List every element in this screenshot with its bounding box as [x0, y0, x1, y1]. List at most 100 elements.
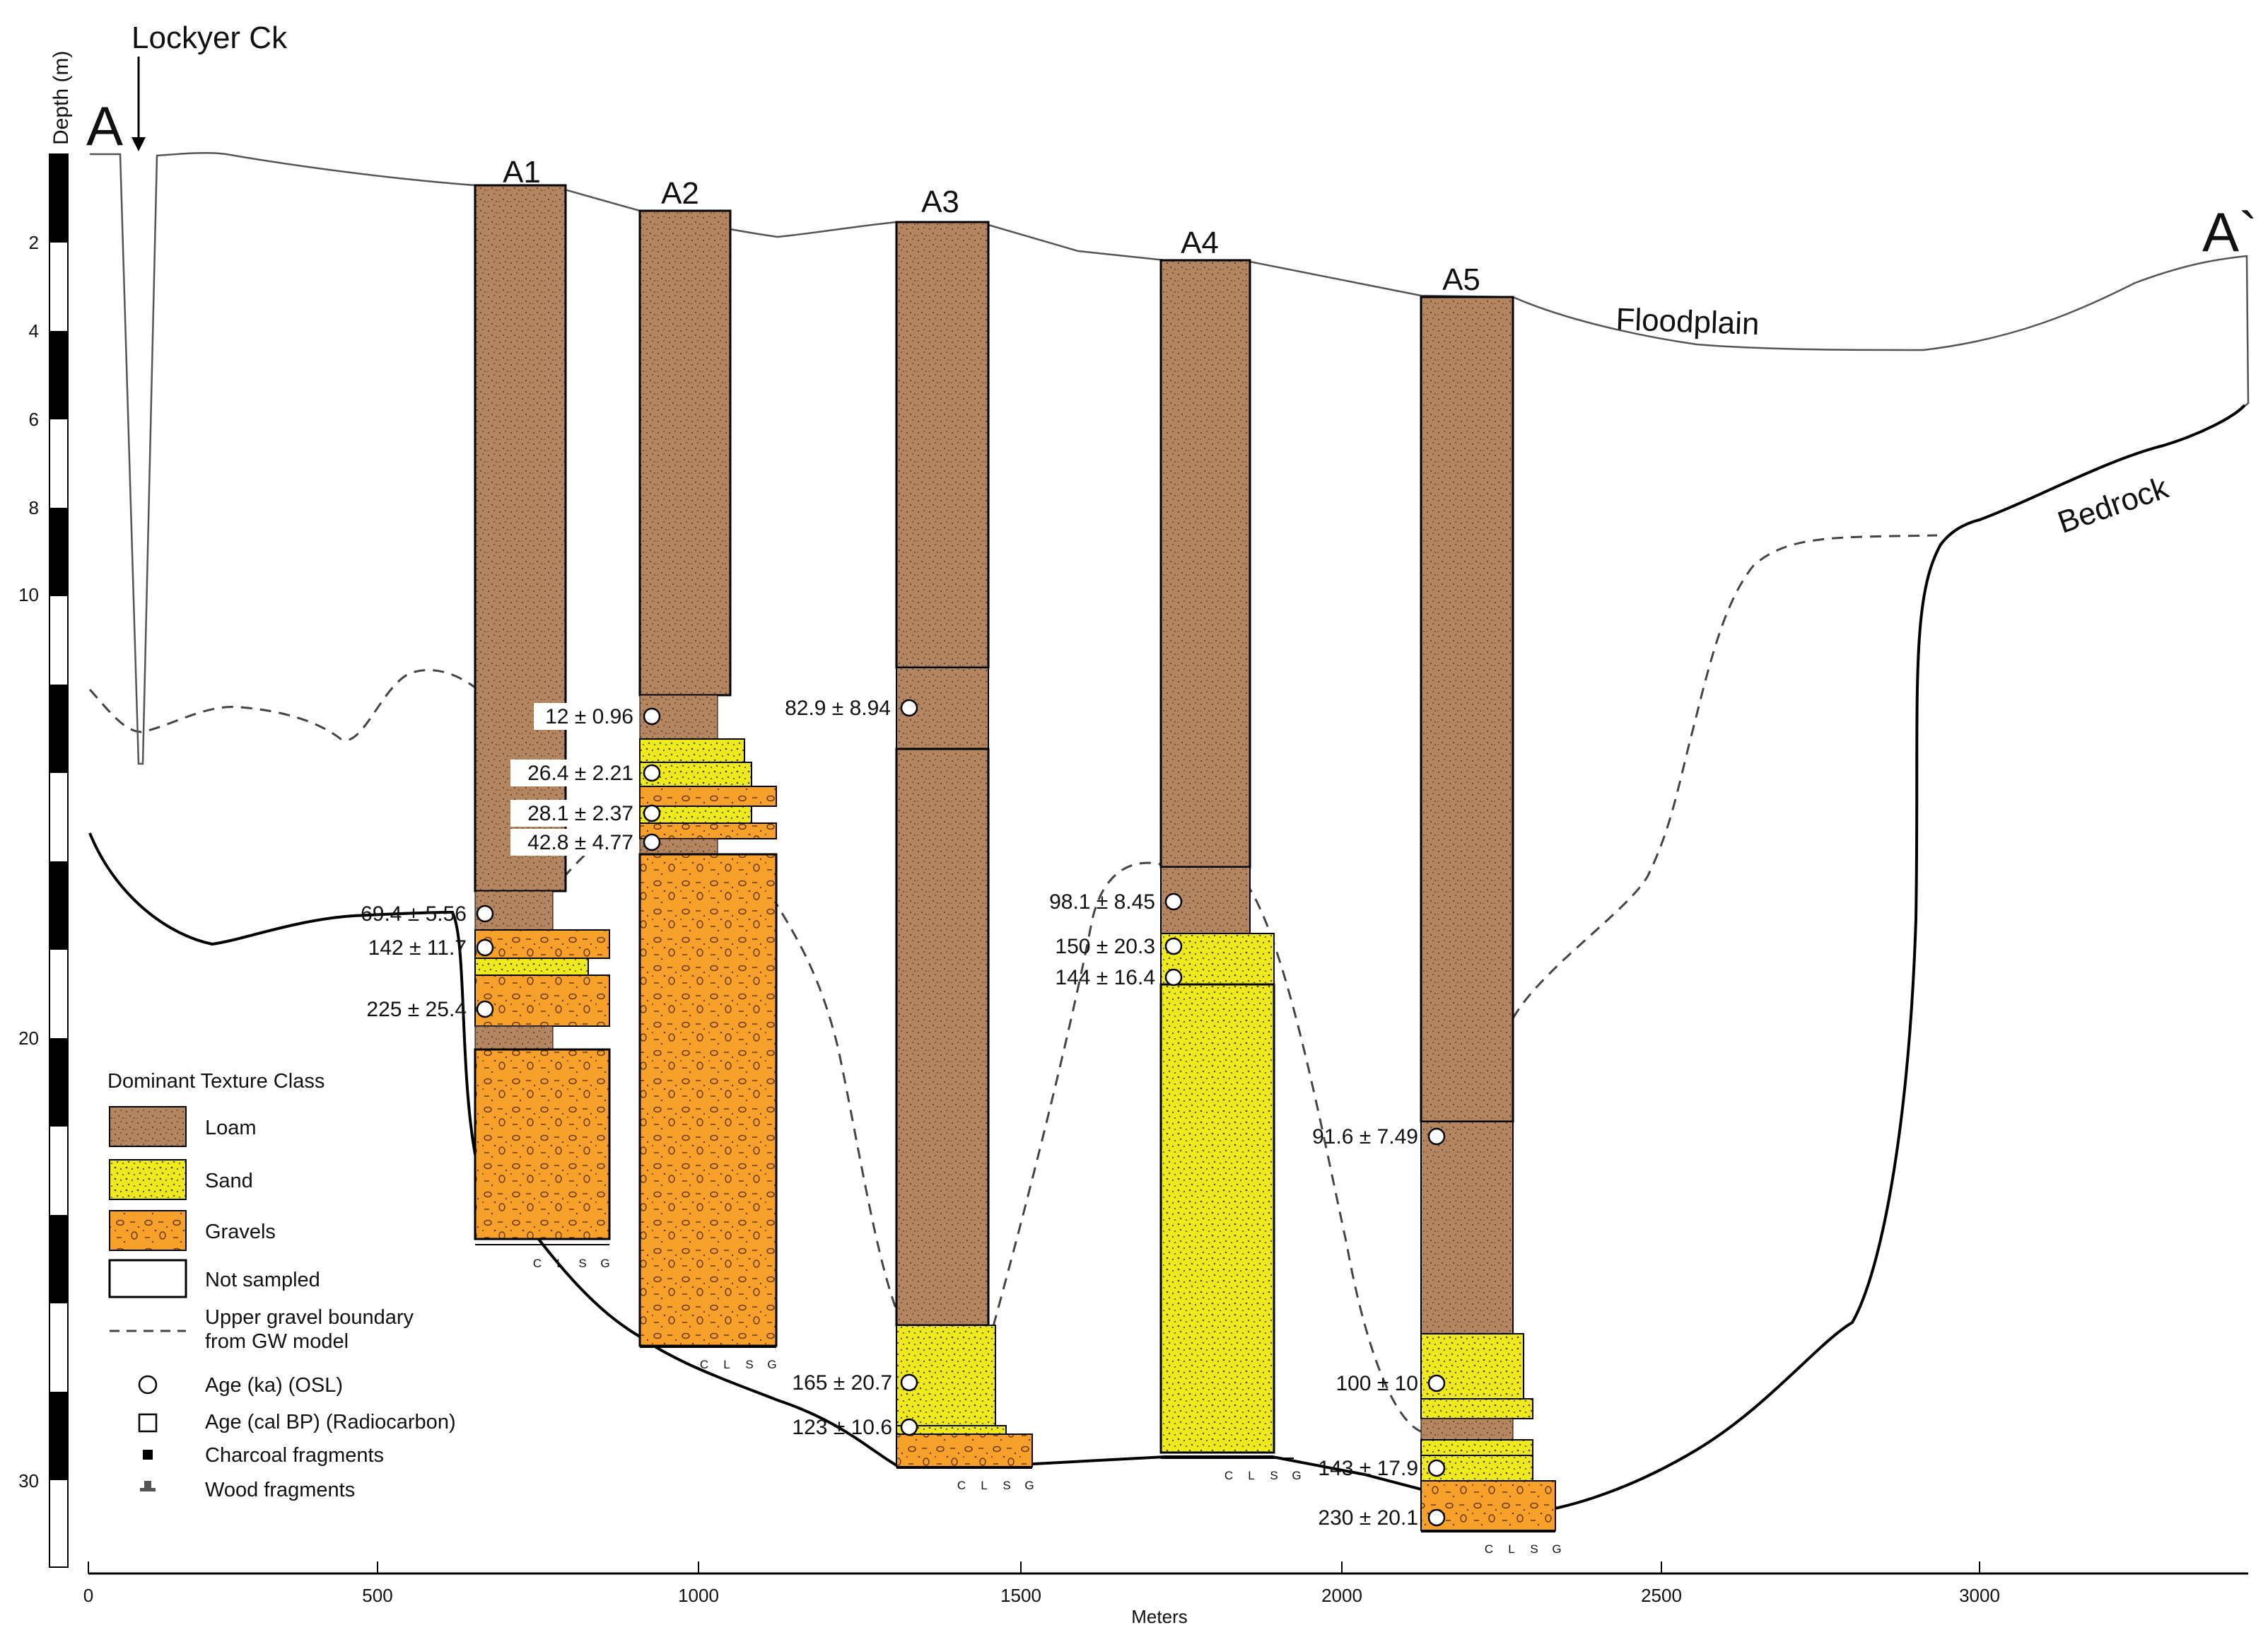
svg-text:L: L	[1248, 1469, 1254, 1482]
section-end-label: A`	[2202, 201, 2257, 263]
texture-scale-a2: C L S G	[700, 1358, 777, 1371]
svg-text:L: L	[1508, 1542, 1514, 1556]
age-label: 225 ± 25.4	[366, 998, 467, 1021]
age-labels: 69.4 ± 5.56 142 ± 11.7 225 ± 25.4 12 ± 0…	[361, 697, 1418, 1530]
legend-swatch-loam	[109, 1106, 187, 1147]
svg-text:C: C	[533, 1257, 542, 1270]
svg-text:G: G	[1292, 1469, 1301, 1482]
legend-not-sampled: Not sampled	[205, 1269, 320, 1291]
svg-text:S: S	[1270, 1469, 1278, 1482]
ground-surface-line	[90, 152, 2250, 765]
age-label: 150 ± 20.3	[1055, 935, 1155, 958]
texture-scale-a4: C L S G	[1224, 1469, 1302, 1482]
x-tick: 1000	[678, 1585, 719, 1606]
osl-marker	[643, 804, 661, 822]
gravel-boundary-lines	[88, 534, 1938, 1433]
osl-marker	[476, 1000, 494, 1018]
svg-text:C: C	[1224, 1469, 1233, 1482]
svg-text:G: G	[767, 1358, 776, 1371]
core-a4	[1159, 259, 1294, 1459]
osl-marker	[1164, 937, 1183, 955]
x-tick: 0	[83, 1585, 93, 1606]
svg-text:L: L	[556, 1257, 563, 1270]
age-label: 98.1 ± 8.45	[1049, 890, 1155, 914]
svg-text:L: L	[723, 1358, 730, 1371]
svg-text:S: S	[1003, 1479, 1010, 1492]
svg-text:S: S	[1530, 1542, 1538, 1556]
osl-marker	[1427, 1374, 1446, 1392]
legend: Dominant Texture Class Loam Sand Gravels…	[107, 1070, 456, 1501]
core-a2-label: A2	[661, 176, 699, 211]
svg-text:C: C	[700, 1358, 708, 1371]
depth-axis-label: Depth (m)	[49, 51, 73, 145]
depth-tick: 30	[18, 1470, 39, 1491]
legend-gw-line2: from GW model	[205, 1330, 349, 1353]
core-a2	[638, 209, 778, 1348]
legend-wood: Wood fragments	[205, 1479, 355, 1501]
age-label: 123 ± 10.6	[792, 1416, 892, 1439]
creek-arrow	[131, 57, 146, 151]
age-label: 143 ± 17.9	[1318, 1457, 1418, 1480]
age-label: 82.9 ± 8.94	[785, 697, 891, 720]
osl-marker	[900, 699, 918, 717]
x-tick: 500	[362, 1585, 392, 1606]
svg-text:S: S	[578, 1257, 586, 1270]
age-label: 42.8 ± 4.77	[527, 831, 633, 854]
core-a3-label: A3	[921, 185, 959, 219]
age-label: 26.4 ± 2.21	[527, 762, 633, 785]
osl-marker	[900, 1373, 918, 1392]
x-tick: 2500	[1641, 1585, 1682, 1606]
svg-text:C: C	[1485, 1542, 1493, 1556]
legend-gravels: Gravels	[205, 1221, 276, 1243]
svg-text:G: G	[1024, 1479, 1034, 1492]
depth-scale	[49, 153, 69, 1568]
depth-tick: 10	[18, 584, 39, 605]
age-label: 12 ± 0.96	[545, 705, 633, 728]
osl-markers	[476, 699, 1446, 1527]
texture-scale-a1: C L S G	[533, 1257, 610, 1270]
osl-marker	[643, 764, 661, 782]
core-a4-label: A4	[1181, 226, 1219, 260]
osl-marker	[476, 904, 494, 923]
core-a5	[1420, 296, 1556, 1532]
svg-text:L: L	[981, 1479, 987, 1492]
age-label: 91.6 ± 7.49	[1312, 1125, 1418, 1148]
legend-loam: Loam	[205, 1117, 257, 1139]
x-axis-label: Meters	[1131, 1606, 1187, 1627]
legend-radiocarbon: Age (cal BP) (Radiocarbon)	[205, 1411, 456, 1433]
core-a3	[895, 221, 1033, 1469]
age-label: 69.4 ± 5.56	[361, 902, 467, 926]
core-a1-label: A1	[503, 155, 541, 190]
legend-charcoal-icon	[143, 1450, 153, 1460]
osl-marker	[1427, 1127, 1446, 1146]
x-tick: 2000	[1321, 1585, 1362, 1606]
depth-tick: 4	[29, 320, 39, 342]
legend-swatch-gravels	[109, 1210, 187, 1251]
age-label: 144 ± 16.4	[1055, 966, 1155, 989]
osl-marker	[1427, 1508, 1446, 1527]
legend-sand: Sand	[205, 1170, 253, 1192]
osl-marker	[1164, 892, 1183, 911]
osl-marker	[900, 1418, 918, 1436]
svg-text:G: G	[600, 1257, 609, 1270]
legend-charcoal: Charcoal fragments	[205, 1444, 384, 1467]
x-tick: 3000	[1959, 1585, 2000, 1606]
texture-scale-a5: C L S G	[1485, 1542, 1562, 1556]
depth-tick: 8	[29, 497, 39, 518]
legend-title: Dominant Texture Class	[107, 1070, 325, 1093]
osl-marker	[643, 833, 661, 851]
svg-text:S: S	[745, 1358, 753, 1371]
legend-gw-line1: Upper gravel boundary	[205, 1306, 414, 1329]
legend-osl: Age (ka) (OSL)	[205, 1374, 343, 1397]
legend-osl-icon	[138, 1375, 158, 1395]
osl-marker	[643, 707, 661, 726]
x-tick: 1500	[1000, 1585, 1041, 1606]
creek-label: Lockyer Ck	[131, 21, 288, 55]
legend-wood-icon	[140, 1481, 156, 1491]
x-axis-ticks	[88, 1561, 1980, 1574]
depth-tick: 6	[29, 409, 39, 430]
age-label: 142 ± 11.7	[368, 936, 467, 960]
osl-marker	[1164, 968, 1183, 987]
